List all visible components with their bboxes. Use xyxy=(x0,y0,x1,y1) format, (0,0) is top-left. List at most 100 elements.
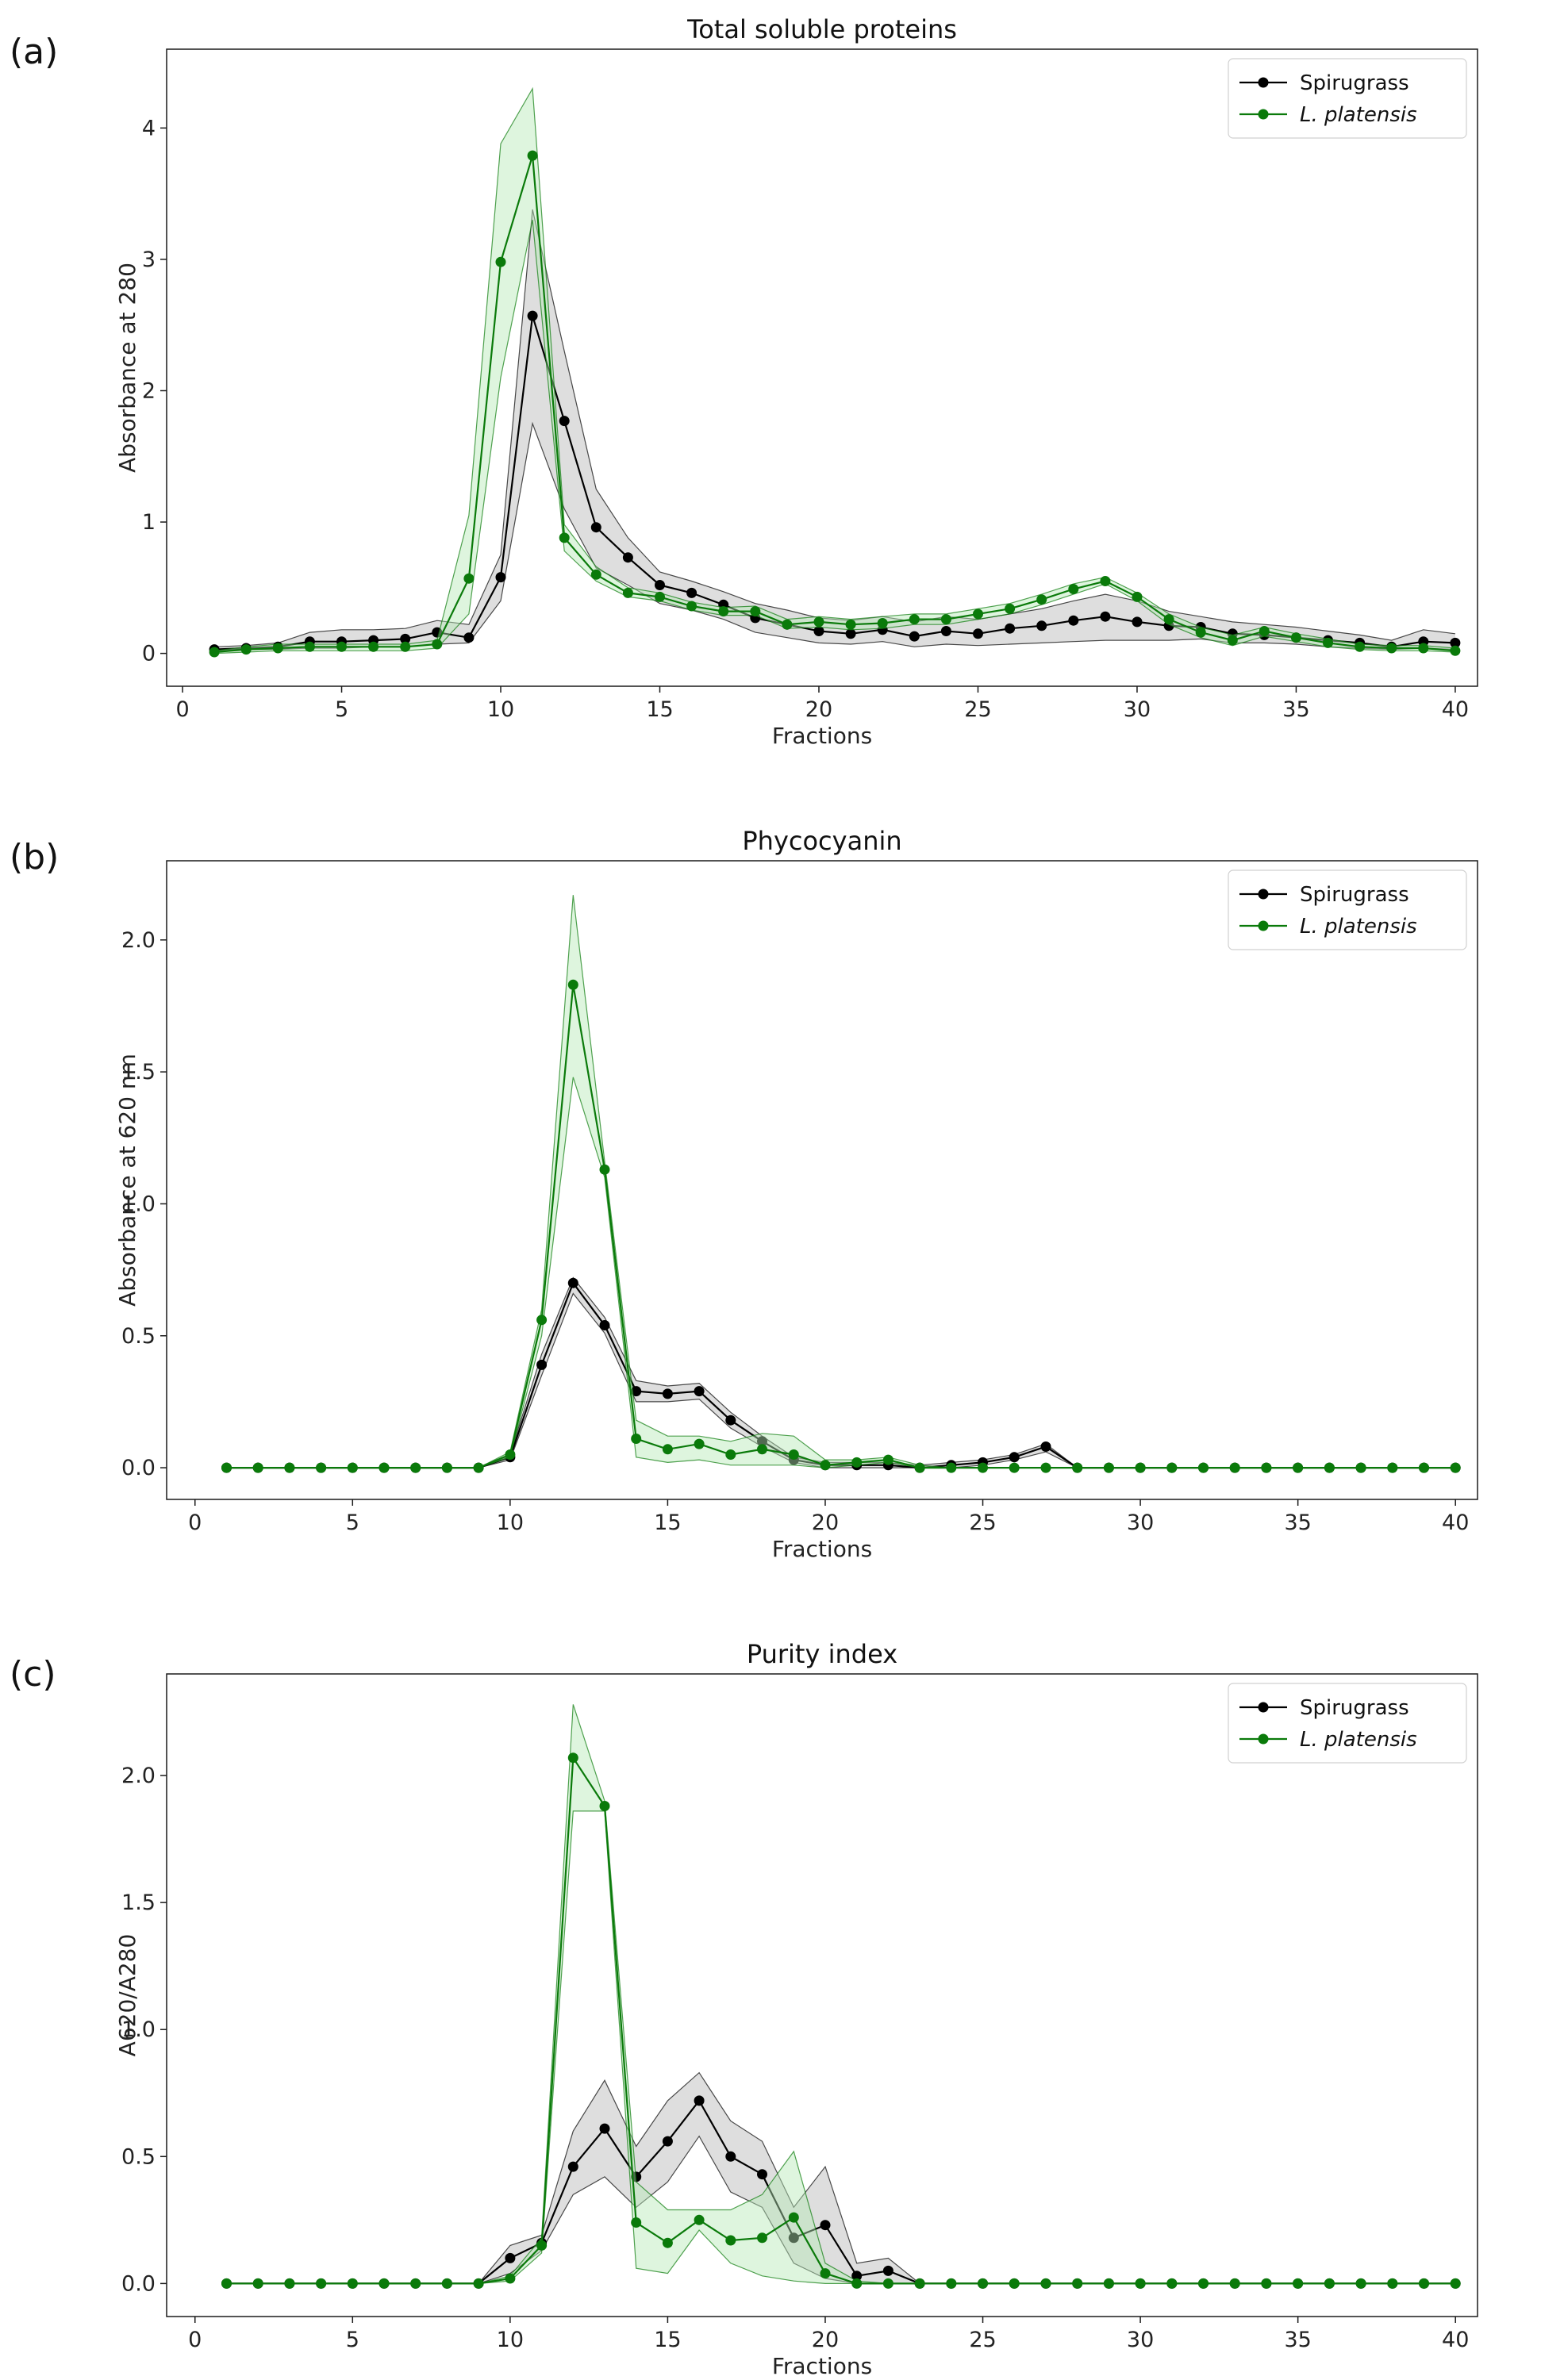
data-point xyxy=(978,1462,988,1473)
data-point xyxy=(252,1462,263,1473)
data-point xyxy=(725,1415,736,1426)
data-point xyxy=(1229,1462,1240,1473)
data-point xyxy=(882,2265,893,2276)
data-point xyxy=(1386,643,1397,654)
x-tick-label: 30 xyxy=(1127,1511,1154,1535)
series-line xyxy=(214,155,1455,654)
data-point xyxy=(1100,611,1111,622)
data-point xyxy=(410,2278,421,2289)
data-point xyxy=(284,2278,295,2289)
data-point xyxy=(368,641,379,652)
confidence-band xyxy=(226,895,1456,1468)
y-tick-label: 1 xyxy=(142,510,156,535)
data-point xyxy=(316,2278,327,2289)
series-spirugrass xyxy=(221,1276,1461,1473)
data-point xyxy=(1419,1462,1429,1473)
data-point xyxy=(631,2217,642,2228)
data-point xyxy=(473,2278,484,2289)
data-point xyxy=(590,569,601,580)
chart-title: Purity index xyxy=(747,1639,897,1669)
series-line xyxy=(226,1755,1456,2285)
x-tick-label: 30 xyxy=(1127,2328,1154,2352)
data-point xyxy=(1036,620,1047,631)
legend-label: L. platensis xyxy=(1300,103,1417,127)
x-tick-label: 40 xyxy=(1442,1511,1469,1535)
legend: Spirugrass L. platensis xyxy=(1228,869,1467,950)
data-point xyxy=(1323,637,1333,648)
legend-marker xyxy=(1258,77,1269,88)
data-point xyxy=(946,2278,957,2289)
x-tick-label: 5 xyxy=(335,697,348,722)
series-line xyxy=(226,1280,1456,1469)
panel-letter-a: (a) xyxy=(10,32,59,72)
y-tick-label: 0.5 xyxy=(121,1324,156,1349)
series-spirugrass xyxy=(221,2071,1461,2289)
data-point xyxy=(694,1386,705,1397)
data-point xyxy=(914,2278,925,2289)
data-point xyxy=(694,1438,705,1449)
data-point xyxy=(505,2273,516,2284)
data-point xyxy=(473,1462,484,1473)
data-point xyxy=(1005,623,1016,634)
data-point xyxy=(757,1436,767,1447)
band-lower-edge xyxy=(226,1077,1456,1468)
x-tick-label: 35 xyxy=(1284,2328,1311,2352)
y-tick-label: 0.0 xyxy=(121,2271,156,2296)
data-point xyxy=(1198,2278,1209,2289)
legend-marker xyxy=(1258,1702,1269,1713)
data-point xyxy=(845,619,856,630)
data-point xyxy=(1419,2278,1429,2289)
y-tick-label: 4 xyxy=(142,116,156,140)
band-lower-edge xyxy=(214,421,1455,651)
data-point xyxy=(1036,594,1047,605)
data-point xyxy=(631,1434,642,1444)
data-point xyxy=(599,1320,610,1330)
x-tick-label: 15 xyxy=(654,1511,681,1535)
data-point xyxy=(686,587,697,598)
data-point xyxy=(536,2240,548,2251)
data-point xyxy=(336,641,347,652)
data-point xyxy=(441,2278,452,2289)
data-point xyxy=(1163,614,1174,625)
data-point xyxy=(788,2232,799,2244)
data-point xyxy=(914,1462,925,1473)
y-tick-label: 2.0 xyxy=(121,928,156,953)
data-point xyxy=(505,1449,516,1460)
data-point xyxy=(782,619,793,630)
y-tick-label: 0.5 xyxy=(121,2144,156,2169)
data-point xyxy=(379,1462,390,1473)
data-point xyxy=(304,641,315,652)
y-axis-label: A620/A280 xyxy=(114,1934,140,2057)
data-point xyxy=(725,2151,736,2162)
data-point xyxy=(559,532,570,543)
series-line xyxy=(226,985,1456,1469)
legend-box xyxy=(1228,1683,1467,1764)
data-point xyxy=(1040,2278,1051,2289)
y-tick-label: 0.0 xyxy=(121,1456,156,1480)
data-point xyxy=(252,2278,263,2289)
legend-marker xyxy=(1258,920,1269,931)
data-point xyxy=(940,626,951,636)
data-point xyxy=(272,643,283,654)
data-point xyxy=(686,601,697,612)
data-point xyxy=(845,628,856,639)
data-point xyxy=(662,2136,673,2147)
data-point xyxy=(909,631,920,642)
data-point xyxy=(978,2278,988,2289)
data-point xyxy=(316,1462,327,1473)
band-lower-edge xyxy=(214,220,1455,654)
band-upper-edge xyxy=(226,1704,1456,2284)
data-point xyxy=(940,614,951,625)
axes-frame xyxy=(166,1673,1478,2317)
x-tick-label: 25 xyxy=(964,697,991,722)
data-point xyxy=(527,310,538,321)
data-point xyxy=(877,618,888,628)
series-line xyxy=(214,315,1455,651)
legend-label: L. platensis xyxy=(1300,1728,1417,1752)
data-point xyxy=(1450,645,1461,656)
data-point xyxy=(973,608,983,620)
y-tick-label: 0 xyxy=(142,642,156,666)
x-tick-label: 10 xyxy=(487,697,514,722)
band-upper-edge xyxy=(226,1276,1456,1468)
